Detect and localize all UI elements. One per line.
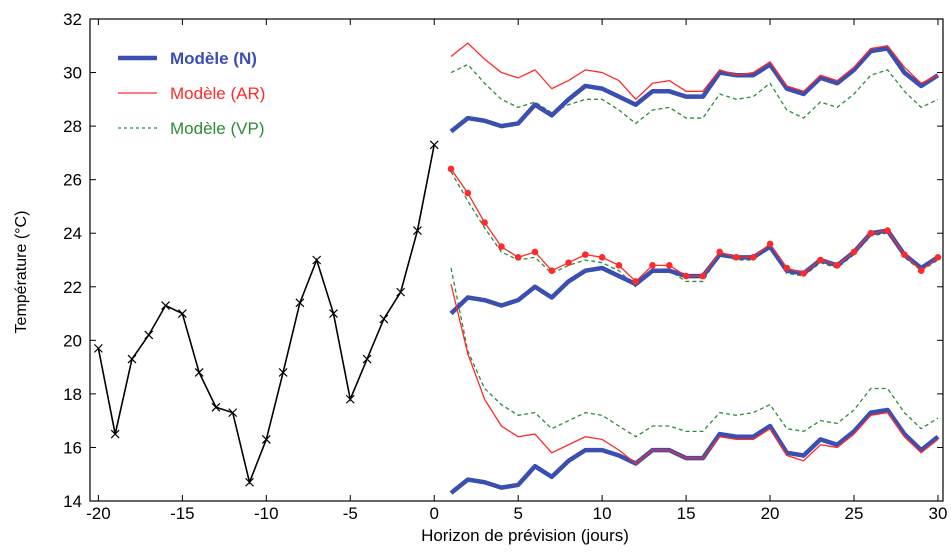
- observed-point-marker: [345, 394, 355, 404]
- middle-ar-point-marker: [934, 254, 942, 261]
- plot-frame: [89, 18, 944, 502]
- observed-point-marker: [194, 368, 204, 377]
- x-tick-label: 15: [677, 504, 696, 523]
- x-tick-label: 25: [845, 504, 864, 523]
- middle-ar-point-marker: [548, 267, 556, 275]
- series-line-middle-modlear: [450, 168, 939, 283]
- x-tick-label: 0: [429, 504, 438, 523]
- middle-ar-point-marker: [649, 262, 656, 269]
- y-tick-label: 14: [63, 492, 82, 511]
- middle-ar-point-marker: [498, 243, 505, 250]
- series-line-middle-modlen: [449, 228, 940, 316]
- middle-ar-point-marker: [749, 254, 757, 261]
- y-axis-label: Température (°C): [13, 211, 30, 334]
- legend-label: Modèle (N): [170, 49, 257, 68]
- x-tick-label: -15: [170, 504, 195, 523]
- y-tick-label: 32: [63, 10, 82, 29]
- series-line-observed: [97, 144, 436, 485]
- middle-ar-point-marker: [699, 272, 707, 280]
- middle-ar-point-marker: [682, 272, 690, 280]
- observed-point-marker: [177, 309, 187, 318]
- x-tick-label: -5: [343, 504, 358, 523]
- series-line-upper-modlear: [450, 42, 939, 100]
- middle-ar-point-marker: [783, 264, 791, 272]
- middle-ar-point-marker: [666, 262, 673, 269]
- middle-ar-point-marker: [917, 267, 925, 275]
- observed-point-marker: [429, 140, 439, 150]
- x-tick-label: -20: [86, 504, 111, 523]
- middle-ar-point-marker: [800, 270, 807, 277]
- x-tick-label: 5: [513, 504, 522, 523]
- x-tick-label: 20: [761, 504, 780, 523]
- middle-ar-point-marker: [716, 248, 723, 256]
- y-tick-label: 22: [63, 278, 82, 297]
- x-axis-label: Horizon de prévision (jours): [421, 526, 629, 545]
- observed-point-marker: [245, 477, 254, 487]
- observed-point-marker: [228, 408, 238, 418]
- observed-point-marker: [312, 255, 322, 265]
- series-line-lower-modlevp: [450, 267, 939, 438]
- plot-area: -20 -15 -10 -5 0 5 10 15 20 25 30 14 16 18 20 22 24 26 28 3…: [63, 10, 947, 523]
- middle-ar-point-marker: [531, 248, 539, 256]
- middle-ar-point-marker: [901, 251, 908, 258]
- y-tick-label: 24: [63, 224, 82, 243]
- observed-point-marker: [329, 309, 338, 318]
- series-line-upper-modlen: [449, 46, 940, 134]
- y-tick-label: 20: [63, 331, 82, 350]
- observed-point-marker: [127, 354, 137, 364]
- observed-point-marker: [396, 287, 406, 297]
- observed-point-marker: [211, 402, 221, 412]
- middle-ar-point-marker: [733, 254, 740, 261]
- middle-ar-point-marker: [582, 251, 589, 258]
- middle-ar-point-marker: [817, 256, 824, 264]
- middle-ar-point-marker: [481, 219, 488, 226]
- y-tick-label: 26: [63, 171, 82, 190]
- observed-point-marker: [379, 314, 389, 324]
- middle-ar-point-marker: [598, 254, 606, 261]
- middle-ar-point-marker: [464, 189, 472, 197]
- x-tick-label: -10: [254, 504, 279, 523]
- series-line-upper-modlevp: [450, 63, 939, 125]
- series-line-lower-modlear: [450, 283, 939, 465]
- observed-point-marker: [362, 354, 372, 364]
- series-line-middle-modlevp: [450, 171, 939, 288]
- observed-point-marker: [261, 434, 271, 444]
- middle-ar-point-marker: [565, 259, 572, 266]
- legend-label: Modèle (AR): [170, 84, 265, 103]
- legend: Modèle (N) Modèle (AR) Modèle (VP): [118, 49, 265, 138]
- observed-point-marker: [93, 343, 103, 353]
- middle-ar-point-marker: [766, 240, 774, 248]
- middle-ar-point-marker: [850, 248, 858, 256]
- y-tick-label: 18: [63, 385, 82, 404]
- y-tick-label: 30: [63, 64, 82, 83]
- y-tick-label: 28: [63, 117, 82, 136]
- middle-ar-point-marker: [447, 165, 455, 173]
- legend-label: Modèle (VP): [170, 119, 264, 138]
- middle-ar-point-marker: [884, 227, 891, 234]
- y-tick-label: 16: [63, 438, 82, 457]
- x-tick-label: 30: [929, 504, 948, 523]
- middle-ar-point-marker: [615, 262, 623, 269]
- observed-point-marker: [278, 368, 288, 377]
- middle-ar-point-marker: [867, 229, 875, 237]
- middle-ar-point-marker: [632, 278, 640, 285]
- observed-point-marker: [413, 226, 422, 235]
- middle-ar-point-marker: [833, 262, 841, 269]
- observed-point-marker: [110, 429, 120, 439]
- observed-point-marker: [295, 298, 305, 308]
- middle-ar-point-marker: [514, 254, 522, 261]
- x-tick-label: 10: [593, 504, 612, 523]
- observed-point-marker: [144, 330, 154, 340]
- observed-point-marker: [161, 301, 170, 310]
